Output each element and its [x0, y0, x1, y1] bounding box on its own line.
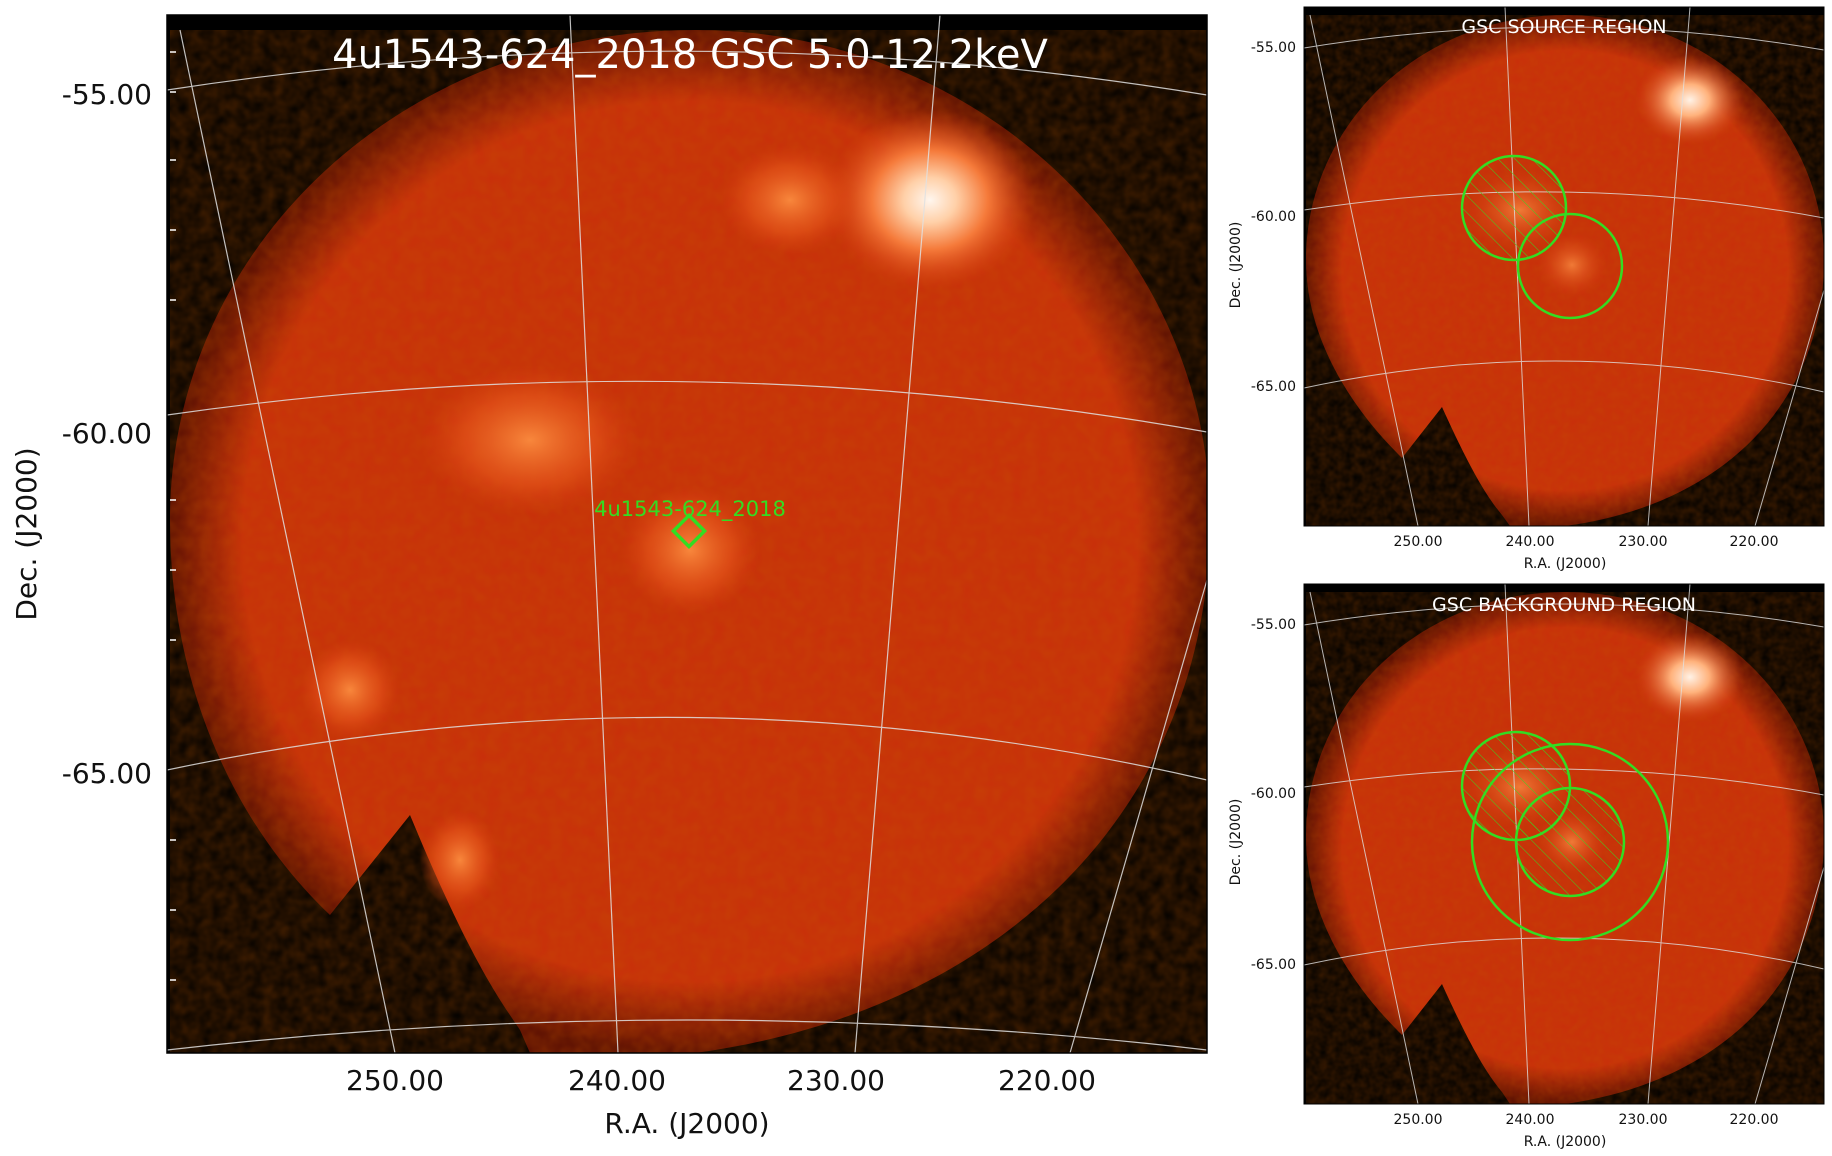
y-tick-label: -60.00 [1251, 209, 1296, 225]
bright-source-blob [1635, 632, 1745, 722]
y-tick-label: -55.00 [1251, 40, 1296, 56]
faint-source-blob [300, 640, 400, 740]
source-label: 4u1543-624_2018 [594, 497, 786, 522]
diffuse-source-blob [420, 365, 640, 515]
main-image-panel: 4u1543-624_2018 GSC 5.0-12.2keV 4u1543-6… [0, 0, 1230, 1156]
main-image-svg: 4u1543-624_2018 GSC 5.0-12.2keV 4u1543-6… [0, 0, 1230, 1156]
x-tick-label: 250.00 [1394, 1112, 1443, 1128]
x-tick-label: 220.00 [1730, 1112, 1779, 1128]
source-panel-title: GSC SOURCE REGION [1461, 16, 1666, 38]
source-region-svg: GSC SOURCE REGION -55.00 -60.00 -65.00 2… [1220, 0, 1832, 575]
y-tick-label: -65.00 [1251, 379, 1296, 395]
source-region-panel: GSC SOURCE REGION -55.00 -60.00 -65.00 2… [1220, 0, 1832, 575]
x-tick-label: 220.00 [1730, 534, 1779, 550]
y-tick-label: -60.00 [1251, 786, 1296, 802]
y-tick-label: -65.00 [1251, 957, 1296, 973]
notch-edge-glow [420, 810, 500, 910]
y-tick-label: -65.00 [62, 757, 152, 790]
y-axis-title: Dec. (J2000) [10, 447, 43, 620]
x-tick-label: 230.00 [1619, 1112, 1668, 1128]
y-tick-label: -55.00 [1251, 617, 1296, 633]
source-region-circle [1462, 156, 1566, 260]
x-axis-title: R.A. (J2000) [604, 1107, 769, 1140]
y-axis-title: Dec. (J2000) [1228, 799, 1244, 886]
y-tick-label: -55.00 [62, 78, 152, 111]
y-axis-title: Dec. (J2000) [1228, 222, 1244, 309]
x-tick-label: 230.00 [1619, 534, 1668, 550]
x-tick-label: 250.00 [346, 1064, 444, 1097]
x-tick-label: 240.00 [1506, 534, 1555, 550]
x-axis-title: R.A. (J2000) [1524, 1134, 1607, 1150]
background-panel-title: GSC BACKGROUND REGION [1432, 594, 1696, 616]
x-tick-label: 250.00 [1394, 534, 1443, 550]
source-exclusion-circle-hatched [1516, 788, 1624, 896]
x-tick-label: 220.00 [998, 1064, 1096, 1097]
warm-source-blob [720, 145, 860, 255]
bright-source-blob [1635, 55, 1745, 145]
x-tick-label: 240.00 [568, 1064, 666, 1097]
background-region-svg: GSC BACKGROUND REGION -55.00 -60.00 -65.… [1220, 580, 1832, 1156]
x-axis-title: R.A. (J2000) [1524, 556, 1607, 572]
background-region-panel: GSC BACKGROUND REGION -55.00 -60.00 -65.… [1220, 580, 1832, 1156]
x-tick-label: 230.00 [787, 1064, 885, 1097]
x-tick-label: 240.00 [1506, 1112, 1555, 1128]
main-title: 4u1543-624_2018 GSC 5.0-12.2keV [332, 32, 1048, 78]
y-tick-label: -60.00 [62, 417, 152, 450]
